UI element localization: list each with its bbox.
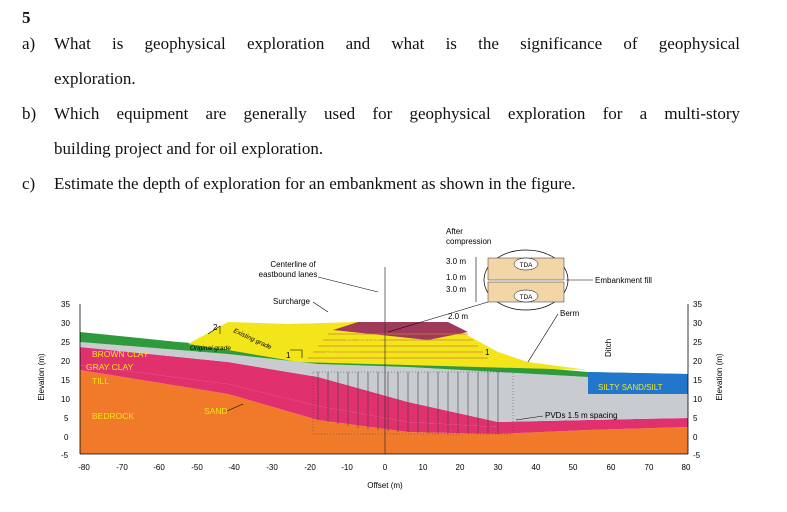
question-b-line1: Which equipment are generally used for g… bbox=[54, 104, 740, 123]
berm-label: Berm bbox=[560, 309, 579, 318]
y-tick-left: 25 bbox=[61, 338, 70, 347]
x-tick: 40 bbox=[532, 463, 541, 472]
x-tick: 80 bbox=[682, 463, 691, 472]
centerline-label-2: eastbound lanes bbox=[259, 270, 318, 279]
x-axis-label: Offset (m) bbox=[367, 481, 403, 490]
depth-label-2: 1.0 m bbox=[446, 273, 466, 282]
slope-label-2: 2 bbox=[213, 323, 218, 332]
x-tick: -30 bbox=[266, 463, 278, 472]
y-tick-left: 10 bbox=[61, 395, 70, 404]
depth-label-1: 3.0 m bbox=[446, 257, 466, 266]
question-c-label: c) bbox=[22, 174, 36, 193]
question-c: c) Estimate the depth of exploration for … bbox=[22, 173, 576, 195]
surcharge bbox=[333, 322, 468, 340]
pvds-label: PVDs 1.5 m spacing bbox=[545, 411, 617, 420]
gray-clay-layer bbox=[80, 342, 688, 422]
ditch-label: Ditch bbox=[604, 339, 613, 357]
pvd-zone bbox=[312, 371, 514, 435]
y-tick-left: 35 bbox=[61, 300, 70, 309]
y-tick-left: -5 bbox=[61, 451, 69, 460]
embankment-figure: 35 30 25 20 15 10 5 0 -5 35 30 25 20 15 … bbox=[37, 227, 724, 490]
question-b-line2: building project and for oil exploration… bbox=[54, 139, 324, 158]
till-label: TILL bbox=[92, 376, 109, 386]
x-tick: 60 bbox=[607, 463, 616, 472]
bedrock-layer bbox=[80, 370, 688, 454]
bedrock-label: BEDROCK bbox=[92, 411, 134, 421]
x-tick: 20 bbox=[456, 463, 465, 472]
question-a: a) What is geophysical exploration and wh… bbox=[22, 33, 740, 90]
x-tick: 70 bbox=[645, 463, 654, 472]
slope-label-1: 1 bbox=[286, 351, 291, 360]
y-tick-right: 15 bbox=[693, 376, 702, 385]
y-tick-left: 30 bbox=[61, 319, 70, 328]
x-tick: 30 bbox=[494, 463, 503, 472]
x-tick: 10 bbox=[419, 463, 428, 472]
original-grade-label: Original grade bbox=[190, 345, 231, 352]
y-axis-label-left: Elevation (m) bbox=[37, 353, 46, 400]
after-label: After bbox=[446, 227, 463, 236]
tda-hatch bbox=[308, 333, 488, 359]
y-tick-left: 15 bbox=[61, 376, 70, 385]
question-a-label: a) bbox=[22, 34, 36, 53]
gray-clay-label: GRAY CLAY bbox=[86, 362, 134, 372]
tda-label-2: TDA bbox=[520, 294, 534, 301]
x-tick: -60 bbox=[153, 463, 165, 472]
x-tick: -70 bbox=[116, 463, 128, 472]
tda-label-1: TDA bbox=[520, 262, 534, 269]
depth-label-3: 3.0 m bbox=[446, 285, 466, 294]
x-tick: -40 bbox=[228, 463, 240, 472]
y-tick-left: 0 bbox=[64, 433, 69, 442]
x-tick: -10 bbox=[341, 463, 353, 472]
y-axis-label-right: Elevation (m) bbox=[715, 353, 724, 400]
y-tick-right: -5 bbox=[693, 451, 701, 460]
embankment-fill-label: Embankment fill bbox=[595, 276, 652, 285]
silty-sand-label: SILTY SAND/SILT bbox=[598, 383, 663, 392]
y-tick-right: 5 bbox=[693, 414, 698, 423]
question-c-line1: Estimate the depth of exploration for an… bbox=[54, 174, 576, 193]
y-tick-right: 10 bbox=[693, 395, 702, 404]
depth-label-4: 2.0 m bbox=[448, 312, 468, 321]
question-a-line1: What is geophysical exploration and what… bbox=[54, 34, 740, 53]
x-tick: -50 bbox=[191, 463, 203, 472]
silty-sand-layer bbox=[588, 372, 688, 394]
y-tick-right: 20 bbox=[693, 357, 702, 366]
grade-label-1: 5% GRADE bbox=[346, 339, 381, 346]
slope-label-right: 1 bbox=[485, 348, 490, 357]
question-number: 5 bbox=[22, 8, 31, 27]
y-tick-left: 5 bbox=[64, 414, 69, 423]
brown-clay-label: BROWN CLAY bbox=[92, 349, 149, 359]
compression-label: compression bbox=[446, 237, 491, 246]
x-tick: -80 bbox=[78, 463, 90, 472]
y-tick-right: 0 bbox=[693, 433, 698, 442]
till-layer bbox=[80, 365, 688, 434]
grade-label-2: 5% GRADE bbox=[326, 350, 361, 357]
till-layer-top bbox=[80, 347, 688, 427]
question-b-label: b) bbox=[22, 104, 37, 123]
y-tick-right: 35 bbox=[693, 300, 702, 309]
question-b: b) Which equipment are generally used for… bbox=[22, 103, 740, 160]
sand-label: SAND bbox=[204, 406, 228, 416]
y-tick-left: 20 bbox=[61, 357, 70, 366]
x-tick: 0 bbox=[383, 463, 388, 472]
y-tick-right: 30 bbox=[693, 319, 702, 328]
surcharge-label: Surcharge bbox=[273, 297, 310, 306]
y-tick-right: 25 bbox=[693, 338, 702, 347]
question-a-line2: exploration. bbox=[54, 69, 136, 88]
x-tick: -20 bbox=[304, 463, 316, 472]
centerline-label: Centerline of bbox=[270, 260, 316, 269]
pvd-lines bbox=[317, 372, 499, 434]
x-tick: 50 bbox=[569, 463, 578, 472]
